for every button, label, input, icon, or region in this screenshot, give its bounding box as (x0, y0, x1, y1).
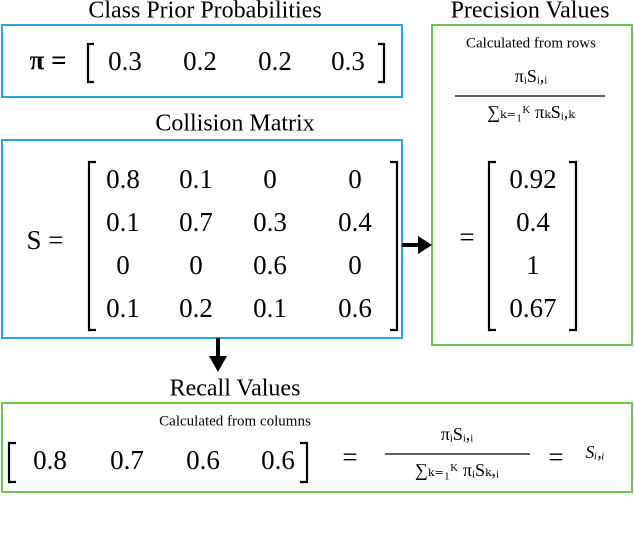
precision-value: 1 (526, 250, 540, 280)
prior-value: 0.2 (258, 46, 292, 76)
denominator: ∑ₖ₌₁ᴷ πₖSᵢ,ₖ (487, 102, 575, 122)
recall-value: 0.8 (33, 445, 67, 475)
equals: = (548, 442, 563, 472)
bracket (87, 160, 399, 332)
precision-value: 0.67 (509, 293, 556, 323)
prior-symbol: π = (30, 45, 67, 75)
arrow-head (209, 356, 227, 372)
prior-value: 0.3 (108, 46, 142, 76)
equals: = (459, 222, 474, 252)
prior-title: Class Prior Probabilities (88, 0, 321, 24)
matrix-cell: 0.6 (338, 293, 372, 323)
matrix-cell: 0.3 (253, 207, 287, 237)
recall-box (1, 402, 633, 493)
matrix-cell: 0.1 (253, 293, 287, 323)
matrix-cell: 0 (348, 250, 362, 280)
matrix-cell: 0 (189, 250, 203, 280)
collision-title: Collision Matrix (155, 111, 314, 137)
recall-title: Recall Values (170, 376, 301, 402)
precision-value: 0.4 (516, 207, 550, 237)
matrix-cell: 0.2 (179, 293, 213, 323)
precision-value: 0.92 (509, 164, 556, 194)
collision-symbol: S = (27, 225, 64, 255)
matrix-cell: 0.7 (179, 207, 213, 237)
result: Sᵢ,ᵢ (585, 442, 604, 462)
numerator: πᵢSᵢ,ᵢ (515, 66, 547, 86)
matrix-cell: 0 (263, 164, 277, 194)
recall-note: Calculated from columns (159, 413, 311, 429)
matrix-cell: 0 (348, 164, 362, 194)
matrix-cell: 0.1 (106, 207, 140, 237)
bracket (487, 160, 578, 332)
prior-box (1, 24, 403, 98)
recall-value: 0.7 (110, 445, 144, 475)
prior-value: 0.3 (331, 46, 365, 76)
bracket (86, 42, 386, 84)
numerator: πᵢSᵢ,ᵢ (441, 424, 473, 444)
recall-value: 0.6 (186, 445, 220, 475)
recall-value: 0.6 (261, 445, 295, 475)
collision-box (1, 139, 403, 339)
denominator: ∑ₖ₌₁ᴷ πᵢSₖ,ᵢ (415, 460, 499, 480)
matrix-cell: 0.4 (338, 207, 372, 237)
prior-value: 0.2 (183, 46, 217, 76)
precision-note: Calculated from rows (466, 35, 596, 51)
matrix-cell: 0.1 (106, 293, 140, 323)
precision-box (431, 24, 633, 346)
equals: = (342, 442, 357, 472)
matrix-cell: 0.6 (253, 250, 287, 280)
matrix-cell: 0 (116, 250, 130, 280)
precision-title: Precision Values (451, 0, 610, 24)
bracket (7, 441, 309, 484)
matrix-cell: 0.8 (106, 164, 140, 194)
arrow-head (418, 236, 432, 254)
matrix-cell: 0.1 (179, 164, 213, 194)
